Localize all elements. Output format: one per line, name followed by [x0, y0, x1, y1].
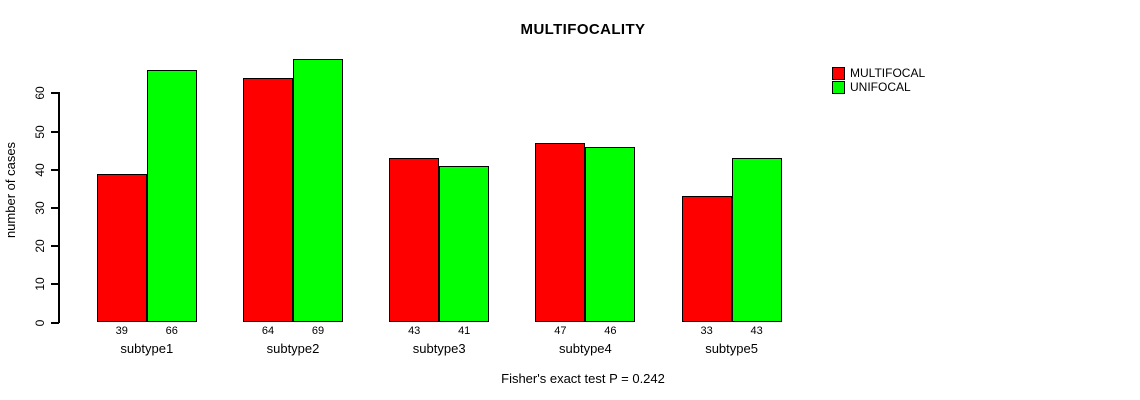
bar-value-multifocal-subtype4: 47 — [554, 325, 567, 337]
legend-swatch-multifocal — [832, 66, 845, 80]
legend-swatch-unifocal — [832, 80, 845, 94]
bar-multifocal-subtype5 — [681, 196, 732, 323]
y-axis-tick-label: 0 — [33, 319, 47, 326]
bar-value-unifocal-subtype1: 66 — [165, 325, 178, 337]
y-axis-tick — [51, 92, 59, 95]
category-label-subtype5: subtype5 — [705, 341, 758, 356]
bar-multifocal-subtype1 — [96, 173, 147, 323]
bar-value-multifocal-subtype5: 33 — [700, 325, 713, 337]
bar-multifocal-subtype4 — [535, 142, 586, 323]
category-label-subtype4: subtype4 — [559, 341, 612, 356]
y-axis-tick-label: 30 — [33, 201, 47, 215]
y-axis-tick — [51, 130, 59, 133]
y-axis-tick — [51, 206, 59, 209]
bar-value-unifocal-subtype2: 69 — [311, 325, 325, 337]
y-axis-tick-label: 40 — [33, 163, 47, 177]
bar-unifocal-subtype4 — [585, 146, 636, 323]
chart-title: MULTIFOCALITY — [520, 21, 646, 38]
y-axis-tick — [51, 245, 59, 248]
legend-entry-multifocal: MULTIFOCAL — [832, 66, 925, 80]
y-axis-tick-label: 20 — [33, 239, 47, 253]
bar-value-unifocal-subtype4: 46 — [604, 325, 617, 337]
legend-label-unifocal: UNIFOCAL — [850, 79, 911, 94]
bar-multifocal-subtype2 — [243, 78, 293, 323]
y-axis-tick — [51, 283, 59, 286]
bar-value-multifocal-subtype1: 39 — [115, 325, 128, 337]
bar-unifocal-subtype2 — [293, 58, 343, 323]
y-axis-tick-label: 60 — [33, 86, 47, 100]
category-label-subtype1: subtype1 — [120, 341, 174, 356]
y-axis-tick-label: 10 — [33, 277, 47, 291]
bar-multifocal-subtype3 — [389, 158, 440, 323]
bar-value-multifocal-subtype2: 64 — [261, 325, 275, 337]
y-axis-label: number of cases — [3, 141, 18, 239]
annotation-fishers-test: Fisher's exact test P = 0.242 — [501, 371, 665, 386]
y-axis-tick — [51, 168, 59, 171]
y-axis-tick-label: 50 — [33, 124, 47, 139]
category-label-subtype3: subtype3 — [412, 341, 466, 356]
legend-entry-unifocal: UNIFOCAL — [832, 80, 925, 94]
bar-value-unifocal-subtype3: 41 — [458, 325, 471, 337]
bar-unifocal-subtype5 — [731, 158, 782, 323]
y-axis-tick — [51, 321, 59, 324]
legend-label-multifocal: MULTIFOCAL — [850, 65, 926, 80]
category-label-subtype2: subtype2 — [266, 341, 320, 356]
bar-value-unifocal-subtype5: 43 — [750, 325, 763, 337]
legend: MULTIFOCAL UNIFOCAL — [832, 66, 925, 94]
bar-unifocal-subtype3 — [439, 165, 490, 323]
bar-value-multifocal-subtype3: 43 — [408, 325, 421, 337]
bar-unifocal-subtype1 — [146, 70, 197, 323]
